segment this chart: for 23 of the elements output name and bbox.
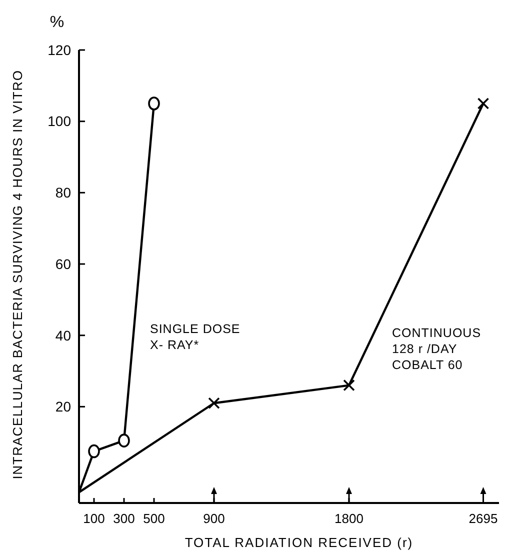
y-tick-label: 20 xyxy=(55,398,72,415)
series-label: SINGLE DOSE X- RAY* xyxy=(150,322,240,352)
point xyxy=(148,96,160,110)
x-axis-title: TOTAL RADIATION RECEIVED (r) xyxy=(184,535,414,550)
y-tick-label: 80 xyxy=(55,184,72,201)
y-tick-label: 100 xyxy=(48,113,72,130)
y-tick-label: 40 xyxy=(55,327,72,344)
point xyxy=(208,397,220,410)
x-tick-label: 100 xyxy=(83,511,105,526)
x-tick-label: 1800 xyxy=(334,511,364,526)
x-tick-label: 500 xyxy=(143,511,165,526)
point xyxy=(88,444,100,458)
x-tick-label: 300 xyxy=(113,511,135,526)
text: % xyxy=(50,14,64,31)
x-tick-label: 900 xyxy=(203,511,225,526)
y-axis-title: INTRACELLULAR BACTERIA SURVIVING 4 HOURS IN VITRO xyxy=(10,70,25,480)
series-label: CONTINUOUS 128 r /DAY COBALT 60 xyxy=(392,326,482,372)
point xyxy=(118,434,130,448)
y-tick-label: 120 xyxy=(48,42,72,58)
y-tick-label: 60 xyxy=(55,256,72,272)
point xyxy=(343,379,355,392)
x-tick-label: 2695 xyxy=(468,511,498,526)
point xyxy=(477,98,490,110)
